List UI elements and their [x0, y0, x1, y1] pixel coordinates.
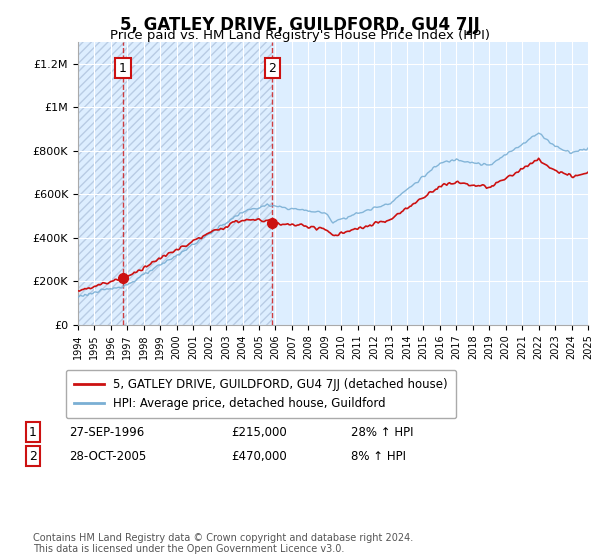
Text: 5, GATLEY DRIVE, GUILDFORD, GU4 7JJ: 5, GATLEY DRIVE, GUILDFORD, GU4 7JJ	[120, 16, 480, 34]
Text: 8% ↑ HPI: 8% ↑ HPI	[351, 450, 406, 463]
Text: Contains HM Land Registry data © Crown copyright and database right 2024.
This d: Contains HM Land Registry data © Crown c…	[33, 533, 413, 554]
Text: £215,000: £215,000	[231, 426, 287, 439]
Text: £470,000: £470,000	[231, 450, 287, 463]
Legend: 5, GATLEY DRIVE, GUILDFORD, GU4 7JJ (detached house), HPI: Average price, detach: 5, GATLEY DRIVE, GUILDFORD, GU4 7JJ (det…	[66, 370, 456, 418]
Text: 1: 1	[29, 426, 37, 439]
Bar	[123, 42, 272, 325]
Text: 1: 1	[119, 62, 127, 74]
Text: 28% ↑ HPI: 28% ↑ HPI	[351, 426, 413, 439]
Text: Price paid vs. HM Land Registry's House Price Index (HPI): Price paid vs. HM Land Registry's House …	[110, 29, 490, 42]
Text: 2: 2	[269, 62, 277, 74]
Text: 2: 2	[29, 450, 37, 463]
Bar	[78, 42, 123, 325]
Text: 28-OCT-2005: 28-OCT-2005	[69, 450, 146, 463]
Text: 27-SEP-1996: 27-SEP-1996	[69, 426, 144, 439]
